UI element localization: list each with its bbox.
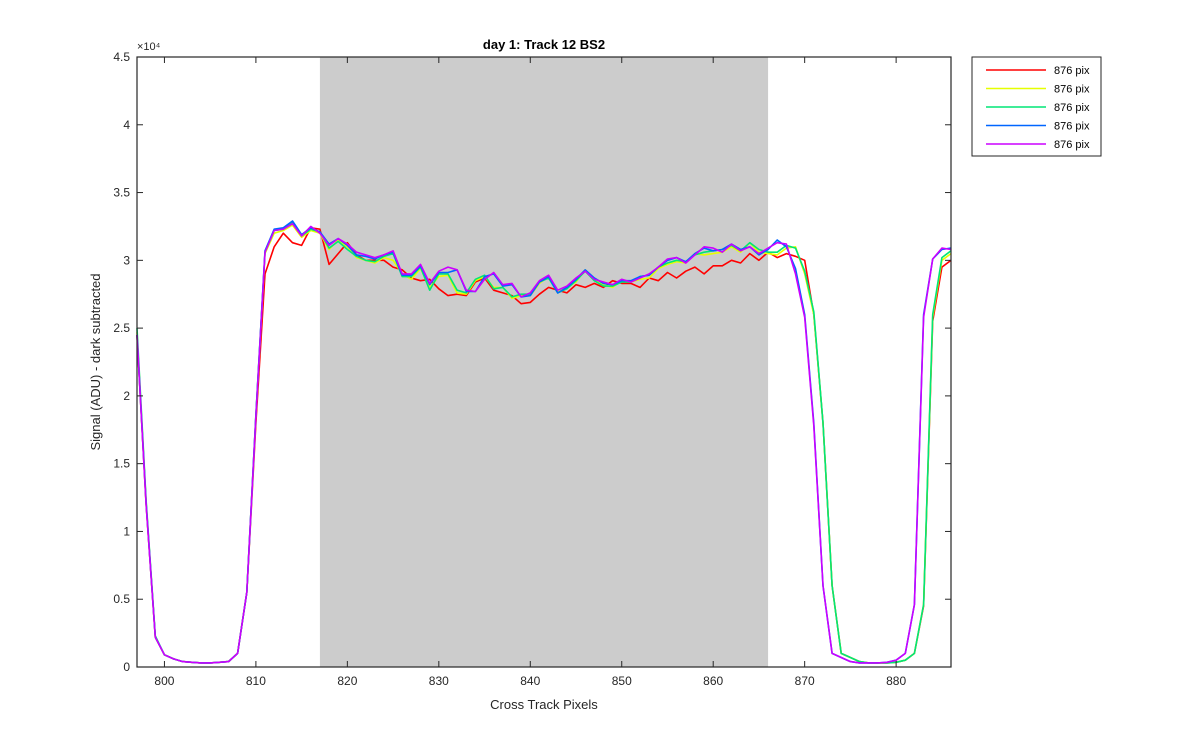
y-axis-ticks: 0 0.5 1 1.5 2 2.5 3 3.5 4 4.5 <box>113 50 951 674</box>
x-tick-label: 830 <box>429 674 449 688</box>
y-tick-label: 0.5 <box>113 592 130 606</box>
x-tick-label: 810 <box>246 674 266 688</box>
y-axis-label: Signal (ADU) - dark subtracted <box>88 273 103 450</box>
x-tick-label: 800 <box>154 674 174 688</box>
axes-frame <box>136 56 952 668</box>
legend-label-2: 876 pix <box>1054 84 1090 96</box>
plot-area: 800 810 820 830 840 850 860 870 880 0 0.5 1 1.5 2 2.5… <box>113 50 952 688</box>
series-layer <box>136 220 952 664</box>
y-tick-label: 0 <box>123 660 130 674</box>
x-tick-label: 820 <box>337 674 357 688</box>
y-axis-exponent: ×10⁴ <box>137 41 161 53</box>
series-line-5 <box>136 222 952 664</box>
chart-title: day 1: Track 12 BS2 <box>483 37 605 52</box>
x-axis-label: Cross Track Pixels <box>490 697 598 712</box>
legend-label-5: 876 pix <box>1054 139 1090 151</box>
y-tick-label: 4 <box>123 118 130 132</box>
x-axis-ticks: 800 810 820 830 840 850 860 870 880 <box>154 57 906 688</box>
y-tick-label: 1.5 <box>113 457 130 471</box>
y-tick-label: 2.5 <box>113 321 130 335</box>
shaded-region <box>319 57 769 667</box>
x-tick-label: 850 <box>612 674 632 688</box>
y-tick-label: 3 <box>123 253 130 267</box>
x-tick-label: 870 <box>795 674 815 688</box>
y-tick-label: 3.5 <box>113 186 130 200</box>
legend-label-1: 876 pix <box>1054 65 1090 77</box>
x-tick-label: 880 <box>886 674 906 688</box>
x-tick-label: 860 <box>703 674 723 688</box>
legend-label-4: 876 pix <box>1054 121 1090 133</box>
legend: 876 pix 876 pix 876 pix 876 pix 876 pix <box>971 56 1102 157</box>
legend-label-3: 876 pix <box>1054 102 1090 114</box>
y-tick-label: 4.5 <box>113 50 130 64</box>
y-tick-label: 1 <box>123 524 130 538</box>
y-tick-label: 2 <box>123 389 130 403</box>
x-tick-label: 840 <box>520 674 540 688</box>
